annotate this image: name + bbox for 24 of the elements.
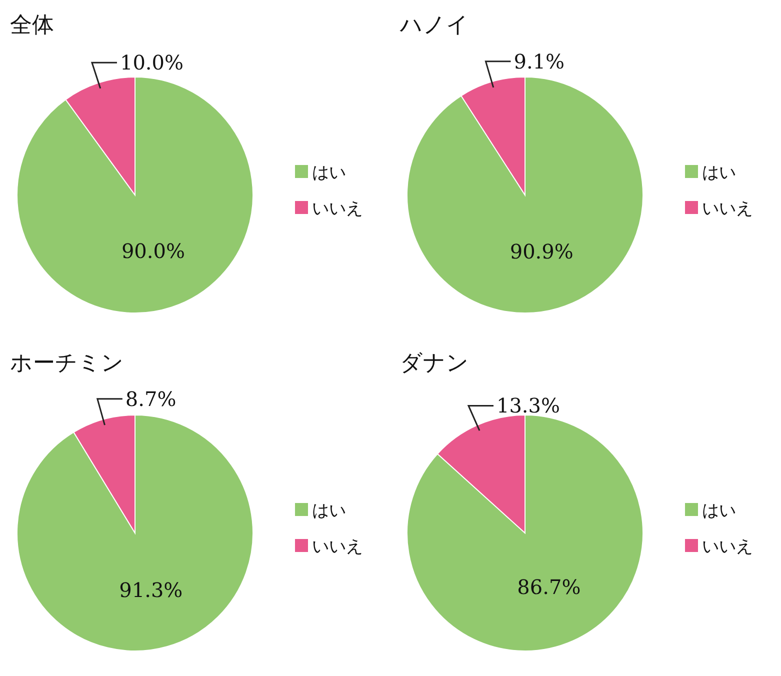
legend-label: いいえ	[312, 199, 363, 219]
chart-title: ホーチミン	[10, 351, 124, 376]
chart-title: ハノイ	[399, 13, 469, 38]
legend-label: はい	[312, 501, 346, 521]
legend-label: はい	[702, 501, 736, 521]
legend-label: はい	[312, 163, 346, 183]
legend-label: いいえ	[702, 537, 753, 557]
pie-slice	[406, 76, 644, 314]
data-label: 9.1%	[514, 49, 565, 74]
data-label: 13.3%	[496, 394, 560, 418]
data-label: 86.7%	[517, 574, 581, 599]
legend-label: いいえ	[702, 199, 753, 219]
pie-slice	[16, 414, 254, 652]
data-label: 91.3%	[119, 578, 183, 602]
pie-slice	[16, 76, 254, 314]
data-label: 90.0%	[121, 239, 186, 264]
data-label: 10.0%	[120, 50, 184, 75]
data-label: 90.9%	[510, 240, 574, 264]
chart-title: 全体	[10, 13, 54, 38]
data-label: 8.7%	[125, 386, 176, 411]
pie-slice	[406, 414, 644, 652]
chart-title: ダナン	[400, 351, 469, 376]
legend-label: いいえ	[312, 537, 363, 557]
legend-label: はい	[702, 163, 736, 183]
